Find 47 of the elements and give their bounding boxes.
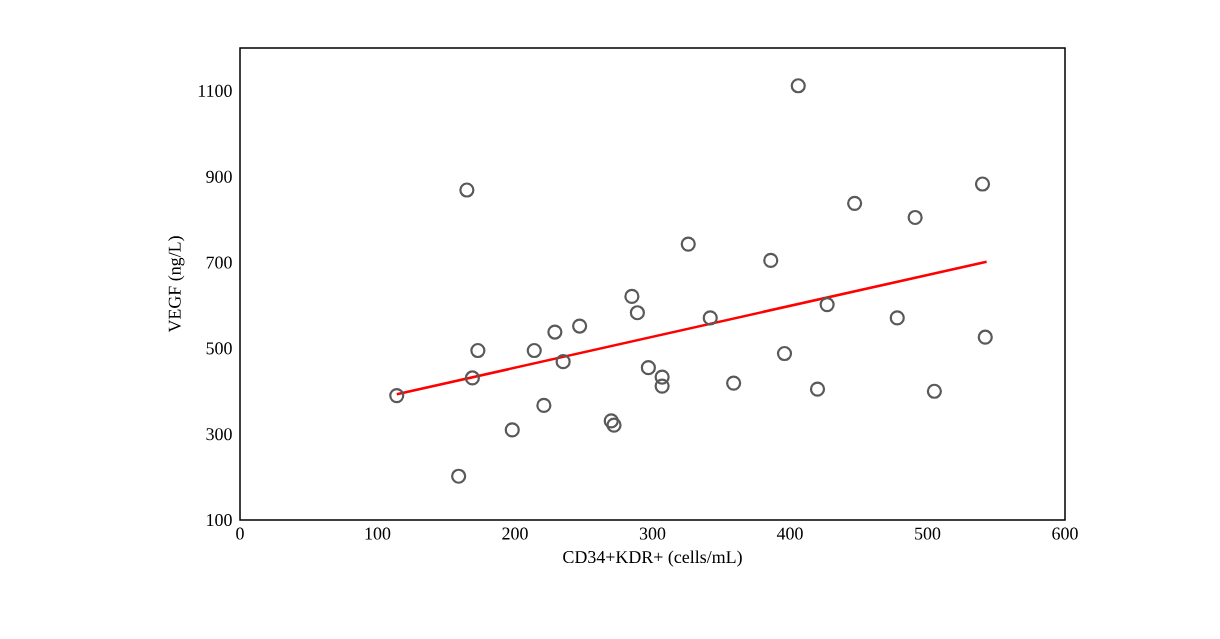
point: [907, 209, 923, 226]
point: [629, 305, 645, 321]
point: [603, 413, 619, 429]
point: [464, 370, 480, 386]
point: [790, 78, 806, 94]
point: [547, 324, 563, 340]
point: [809, 381, 826, 397]
point: [470, 342, 486, 359]
point: [654, 378, 670, 394]
y-tick-label: 900: [206, 170, 232, 183]
point: [526, 342, 542, 359]
point: [847, 195, 863, 211]
x-axis-title: CD34+KDR+ (cells/mL): [563, 550, 742, 567]
point: [680, 236, 696, 252]
point: [451, 468, 467, 484]
point: [926, 383, 942, 399]
point: [606, 417, 622, 433]
point: [624, 288, 640, 305]
x-tick-label: 100: [365, 527, 391, 540]
x-tick-label: 300: [639, 527, 666, 540]
point: [536, 397, 552, 414]
x-tick-label: 400: [776, 527, 803, 540]
x-tick-label: 500: [915, 527, 941, 540]
point: [572, 318, 588, 334]
x-tick-label: 0: [236, 527, 244, 540]
point: [819, 296, 835, 313]
point: [389, 387, 405, 404]
point: [640, 360, 656, 376]
point: [763, 252, 779, 268]
x-tick-label: 600: [1052, 527, 1078, 540]
y-tick-label: 500: [206, 342, 232, 355]
point: [459, 182, 475, 198]
x-tick-label: 200: [502, 527, 528, 540]
point: [504, 422, 520, 438]
point: [776, 345, 793, 362]
point: [702, 310, 718, 326]
y-tick-label: 100: [207, 513, 232, 527]
point: [726, 375, 742, 391]
point: [889, 310, 905, 326]
point: [974, 176, 991, 192]
y-tick-label: 1100: [198, 84, 232, 97]
point: [654, 369, 670, 385]
y-tick-label: 300: [206, 428, 232, 441]
y-axis-title: VEGF (ng/L): [168, 236, 185, 333]
point: [555, 354, 571, 370]
point: [977, 329, 993, 345]
y-tick-label: 700: [206, 256, 232, 269]
